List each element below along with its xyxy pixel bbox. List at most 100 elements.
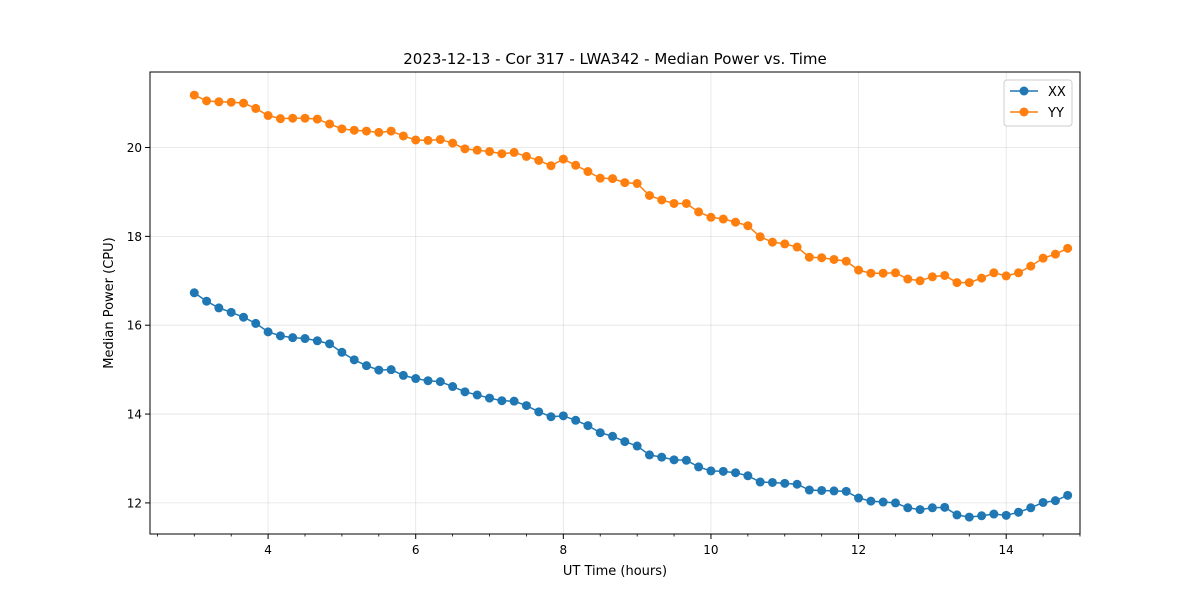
data-point-yy [288,113,298,123]
data-point-yy [423,135,433,145]
data-point-xx [571,415,581,425]
data-point-xx [509,396,519,406]
data-point-yy [226,97,236,107]
data-point-yy [903,274,913,284]
data-point-xx [952,510,962,520]
x-tick-label: 14 [999,543,1014,557]
data-point-xx [1050,496,1060,506]
y-tick-label: 18 [127,230,142,244]
data-point-xx [325,339,335,349]
data-point-xx [829,486,839,496]
chart-title: 2023-12-13 - Cor 317 - LWA342 - Median P… [403,50,827,68]
data-point-yy [718,214,728,224]
data-point-yy [706,212,716,222]
data-point-yy [952,278,962,288]
data-point-yy [472,145,482,155]
data-point-xx [300,334,310,344]
data-point-yy [657,195,667,205]
data-point-xx [878,497,888,507]
data-point-yy [792,242,802,252]
data-point-yy [878,268,888,278]
data-point-yy [854,265,864,275]
data-point-xx [1026,503,1036,513]
data-point-xx [706,466,716,476]
data-point-yy [1063,243,1073,253]
data-point-xx [312,336,322,346]
x-tick-label: 8 [560,543,568,557]
plot-series [189,90,1073,522]
x-tick-label: 6 [412,543,420,557]
data-point-xx [890,498,900,508]
data-point-xx [940,502,950,512]
data-point-yy [1001,271,1011,281]
y-tick-label: 12 [127,496,142,510]
data-point-xx [349,355,359,365]
data-point-xx [226,307,236,317]
data-point-xx [263,327,273,337]
data-point-yy [534,155,544,165]
data-point-yy [694,207,704,217]
data-point-yy [386,126,396,136]
y-tick-label: 16 [127,319,142,333]
data-point-yy [509,147,519,157]
data-point-xx [423,376,433,386]
data-point-xx [275,331,285,341]
grid [150,72,1080,534]
data-point-yy [804,252,814,262]
data-point-xx [731,468,741,478]
data-point-yy [583,167,593,177]
data-point-xx [485,393,495,403]
data-point-xx [1001,510,1011,520]
data-point-xx [903,503,913,513]
data-point-xx [854,493,864,503]
data-point-yy [558,154,568,164]
data-point-yy [890,268,900,278]
legend-marker-xx [1019,86,1029,96]
data-point-yy [485,147,495,157]
data-point-yy [263,111,273,121]
data-point-xx [780,478,790,488]
data-point-xx [767,477,777,487]
data-point-xx [374,365,384,375]
data-point-xx [337,347,347,357]
data-point-yy [460,144,470,154]
data-point-xx [546,412,556,422]
data-point-yy [989,268,999,278]
legend-marker-yy [1019,107,1029,117]
y-tick-label: 20 [127,141,142,155]
data-point-yy [411,135,421,145]
data-point-xx [817,485,827,495]
data-point-yy [1014,268,1024,278]
data-point-xx [521,401,531,411]
data-point-xx [792,479,802,489]
data-point-yy [361,126,371,136]
data-point-yy [497,149,507,159]
data-point-yy [780,239,790,249]
data-point-yy [448,138,458,148]
data-point-yy [571,160,581,170]
x-tick-label: 4 [264,543,272,557]
data-point-yy [731,217,741,227]
data-point-xx [189,288,199,298]
data-point-xx [1038,497,1048,507]
data-point-xx [608,431,618,441]
data-point-xx [595,428,605,438]
data-point-xx [620,437,630,447]
data-point-xx [497,396,507,406]
data-point-yy [202,96,212,106]
data-point-xx [534,407,544,417]
data-point-yy [189,90,199,100]
data-point-yy [312,114,322,124]
data-point-yy [817,253,827,263]
data-point-yy [829,254,839,264]
data-point-xx [718,466,728,476]
data-point-xx [1063,490,1073,500]
data-point-xx [386,365,396,375]
data-point-xx [411,374,421,384]
data-point-xx [448,382,458,392]
data-point-yy [977,273,987,283]
data-point-xx [669,455,679,465]
data-point-xx [1014,507,1024,517]
